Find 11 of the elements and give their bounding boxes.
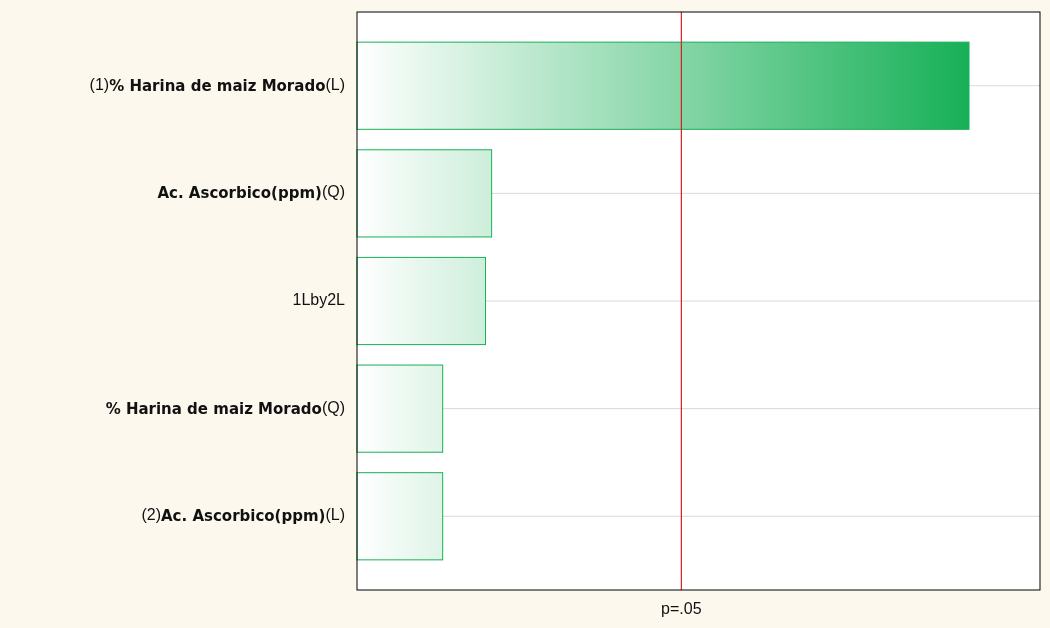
y-tick-label: % Harina de maiz Morado(Q) [105, 398, 345, 418]
bar [356, 41, 970, 130]
bar [356, 364, 444, 453]
y-tick-label: (1)% Harina de maiz Morado(L) [89, 75, 345, 95]
ref-line-label: p=.05 [661, 600, 702, 617]
bar [356, 256, 487, 346]
bar [356, 149, 493, 238]
y-tick-label: (2)Ac. Ascorbico(ppm)(L) [141, 506, 345, 525]
bar [356, 472, 444, 561]
y-tick-label: Ac. Ascorbico(ppm)(Q) [157, 183, 345, 202]
y-tick-label: 1Lby2L [292, 291, 346, 309]
